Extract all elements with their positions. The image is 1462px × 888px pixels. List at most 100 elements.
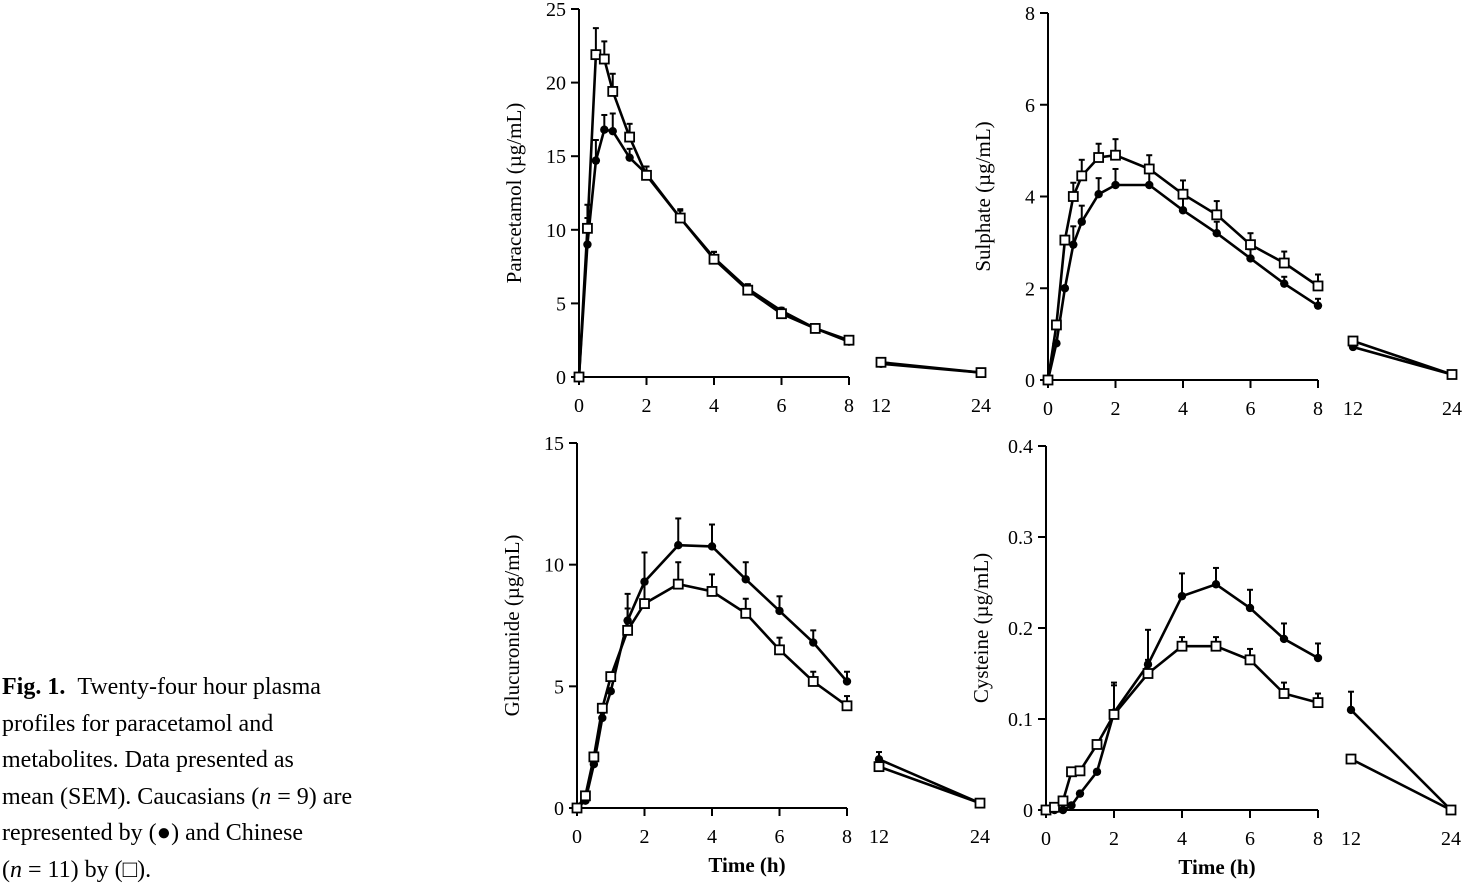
x-axis-label: Time (h) <box>708 853 785 877</box>
y-tick-label: 0.3 <box>1008 527 1033 549</box>
filled-circle-symbol: ● <box>156 820 172 846</box>
y-tick-label: 8 <box>1025 3 1035 25</box>
x-tick-label: 0 <box>572 826 582 848</box>
caucasians-series <box>1041 566 1456 815</box>
chinese-point <box>1445 804 1457 816</box>
caucasian-point <box>1245 603 1255 613</box>
y-tick-label: 15 <box>546 146 566 168</box>
x-tick-label: 6 <box>1245 828 1255 850</box>
chinese-point <box>1067 191 1079 202</box>
y-tick-label: 15 <box>544 433 564 455</box>
x-tick-label: 0 <box>1043 398 1053 420</box>
caption-line-6c: ). <box>137 856 152 883</box>
caption-n-caucasians: n <box>259 783 272 810</box>
caucasian-point <box>1111 180 1120 190</box>
chinese-point <box>1051 319 1062 331</box>
chinese-line-late <box>880 361 982 374</box>
chinese-point <box>841 700 853 712</box>
x-tick-label: 12 <box>1343 398 1363 420</box>
y-tick-label: 5 <box>554 676 564 698</box>
y-tick-label: 10 <box>544 555 564 577</box>
x-tick-label: 8 <box>842 826 852 848</box>
caucasian-point <box>1094 190 1103 199</box>
x-tick-label: 4 <box>1177 828 1187 850</box>
caption-line-5b: ) and Chinese <box>171 820 304 846</box>
chinese-point <box>875 356 887 368</box>
chinese-point <box>1211 209 1223 221</box>
chinese-point <box>605 671 617 682</box>
chinese-point <box>1312 697 1324 709</box>
y-tick-label: 0 <box>1023 800 1033 822</box>
y-tick-label: 0.1 <box>1008 709 1033 731</box>
chinese-point <box>1076 170 1088 182</box>
chinese-point <box>1108 709 1120 720</box>
caucasian-point <box>1077 217 1086 226</box>
chinese-point <box>807 676 819 687</box>
y-tick-label: 0.2 <box>1008 618 1033 640</box>
chinese-point <box>974 797 986 809</box>
y-tick-label: 0 <box>556 367 566 389</box>
caucasian-point <box>1069 240 1078 249</box>
x-tick-label: 4 <box>1178 398 1188 420</box>
y-tick-label: 0 <box>554 798 564 820</box>
chinese-point <box>573 371 585 383</box>
chinese-point <box>674 212 686 224</box>
chinese-point <box>641 169 652 181</box>
x-tick-label: 12 <box>869 826 889 848</box>
caucasian-point <box>1075 789 1085 798</box>
chinese-point <box>1110 149 1121 161</box>
caucasian-point <box>1313 653 1323 663</box>
chinese-point <box>873 761 885 773</box>
y-axis-label: Glucuronide (µg/mL) <box>500 535 524 717</box>
chinese-point <box>1176 640 1188 652</box>
caption-line-6a: ( <box>2 856 10 883</box>
x-tick-label: 24 <box>971 395 991 417</box>
caucasian-point <box>1060 284 1070 293</box>
chinese-series <box>1040 636 1457 816</box>
chinese-point <box>598 53 610 65</box>
caucasians-line <box>1046 582 1319 812</box>
chinese-point <box>622 624 634 636</box>
x-tick-label: 24 <box>970 826 990 848</box>
y-tick-label: 0 <box>1025 370 1035 392</box>
chinese-point <box>1312 280 1324 292</box>
caucasian-point <box>1092 767 1102 776</box>
y-tick-label: 2 <box>1025 278 1035 300</box>
caucasian-point <box>842 677 852 686</box>
chinese-point <box>1345 753 1357 765</box>
caucasian-point <box>608 126 617 136</box>
caucasian-point <box>1280 279 1289 288</box>
caucasian-point <box>1246 254 1255 263</box>
x-tick-label: 4 <box>707 826 717 848</box>
x-tick-label: 4 <box>709 395 719 417</box>
chinese-point <box>1091 739 1103 750</box>
chinese-point <box>708 253 720 265</box>
caption-n-chinese: n <box>10 856 22 883</box>
y-tick-label: 10 <box>546 220 566 242</box>
chinese-point <box>1210 640 1222 652</box>
caption-line-4b: = 9) are <box>271 783 353 810</box>
x-tick-label: 0 <box>574 395 584 417</box>
chinese-point <box>1245 239 1256 251</box>
y-axis-label: Cysteine (µg/mL) <box>969 553 993 703</box>
chinese-line-late <box>1350 757 1452 812</box>
caucasians-series <box>572 517 985 813</box>
caption-label: Fig. 1. <box>2 674 66 700</box>
chinese-series <box>571 561 986 814</box>
caucasian-point <box>1145 180 1154 190</box>
caucasian-point <box>1211 580 1221 589</box>
chinese-point <box>1042 374 1054 386</box>
caption-line-2: profiles for paracetamol and <box>2 710 274 737</box>
chinese-point <box>774 644 785 656</box>
y-tick-label: 20 <box>546 73 566 95</box>
caucasian-point <box>591 156 601 165</box>
chinese-point <box>1278 688 1290 699</box>
x-tick-label: 8 <box>1313 828 1323 850</box>
chinese-point <box>639 598 650 609</box>
caucasian-point <box>674 541 683 550</box>
chinese-point <box>571 802 583 814</box>
caucasian-point <box>1279 634 1289 644</box>
